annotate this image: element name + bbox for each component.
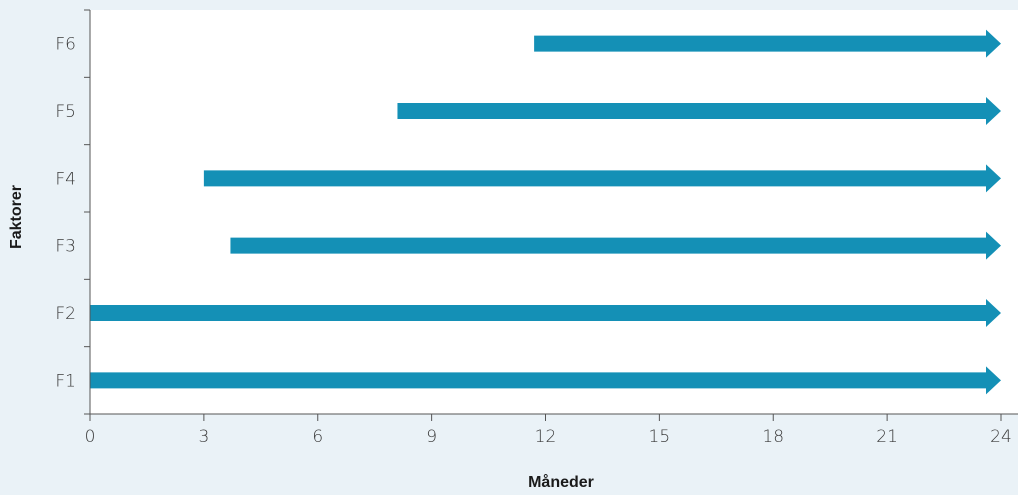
y-tick-label-f2: F2 xyxy=(55,304,76,324)
x-axis-title: Måneder xyxy=(528,473,594,491)
bar-f4 xyxy=(203,164,1001,193)
x-tick-label-18: 18 xyxy=(762,427,784,447)
x-ticks-group: 0 3 6 9 12 15 18 21 24 xyxy=(85,414,1012,447)
x-tick-label-0: 0 xyxy=(85,427,96,447)
x-tick-label-9: 9 xyxy=(426,427,437,447)
y-tick-label-f1: F1 xyxy=(55,371,76,391)
x-tick-label-24: 24 xyxy=(990,427,1012,447)
y-tick-label-f5: F5 xyxy=(55,102,76,122)
bar-f6 xyxy=(534,29,1001,58)
x-tick-label-12: 12 xyxy=(535,427,557,447)
y-axis-title: Faktorer xyxy=(8,185,25,249)
x-tick-label-15: 15 xyxy=(649,427,671,447)
bar-f1 xyxy=(90,366,1001,395)
y-tick-label-f6: F6 xyxy=(55,35,76,55)
x-tick-label-21: 21 xyxy=(876,427,898,447)
plot-area xyxy=(90,10,1018,414)
bar-f2 xyxy=(90,299,1001,327)
bars-group xyxy=(90,29,1002,395)
x-tick-label-6: 6 xyxy=(312,427,323,447)
bar-f3 xyxy=(230,231,1002,260)
bar-f5 xyxy=(397,97,1001,125)
y-tick-label-f4: F4 xyxy=(55,169,76,189)
y-tick-label-f3: F3 xyxy=(55,237,76,257)
y-ticks-group: F1 F2 F3 F4 F5 F6 xyxy=(55,9,90,415)
x-tick-label-3: 3 xyxy=(198,427,209,447)
